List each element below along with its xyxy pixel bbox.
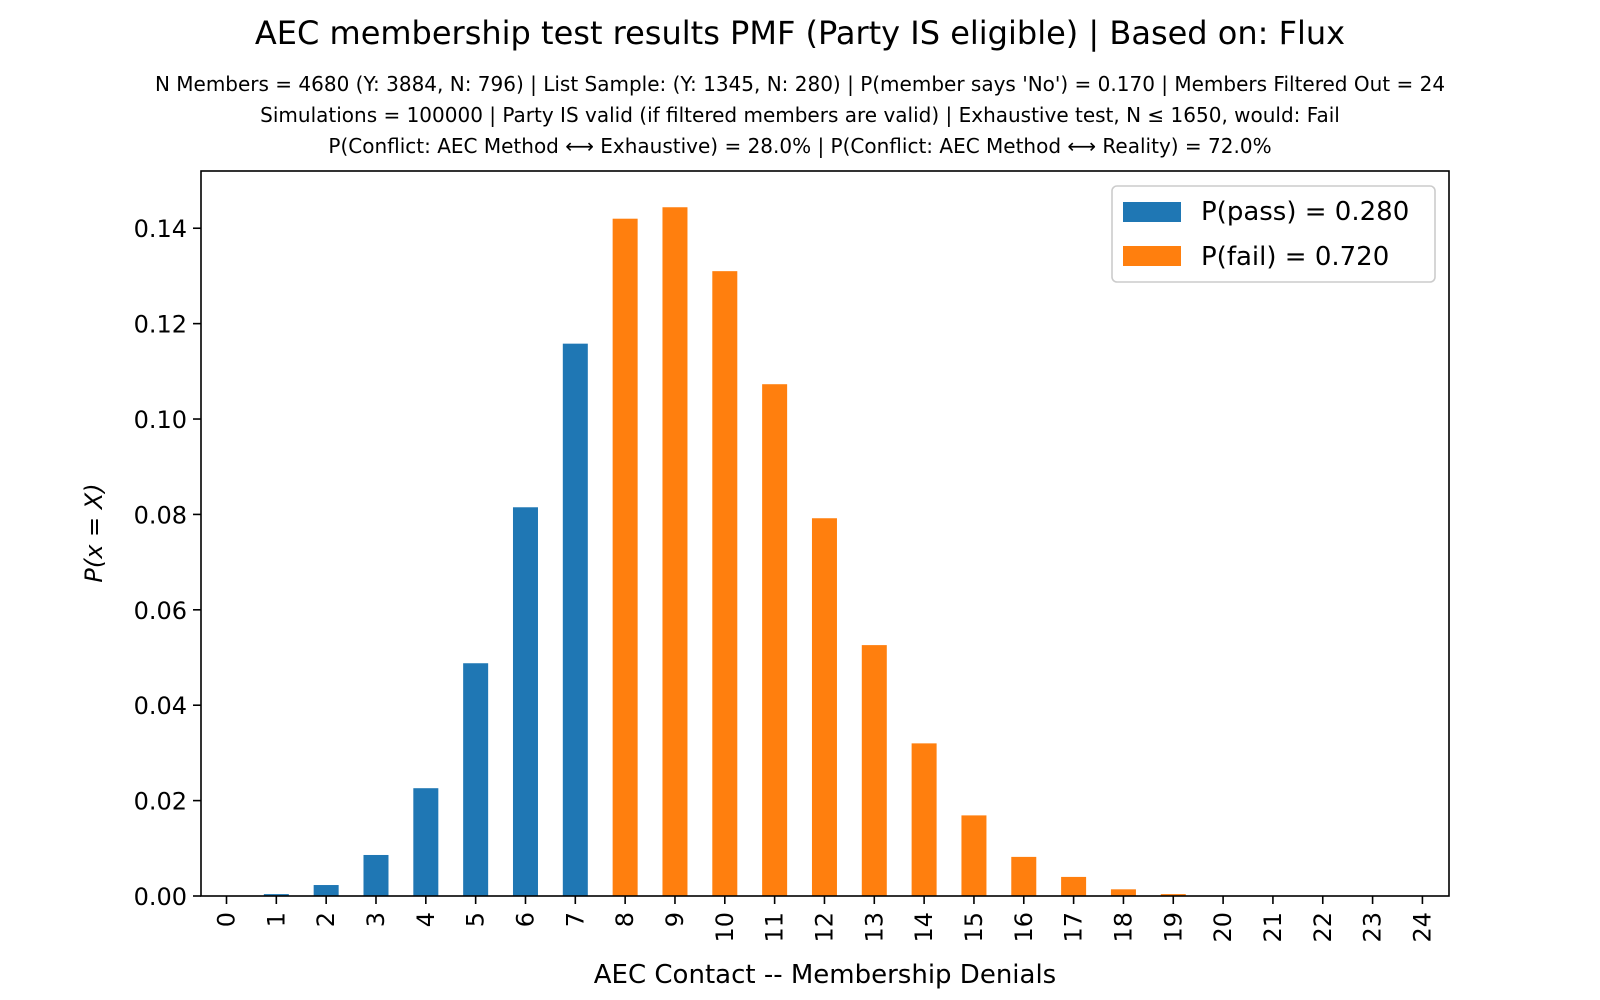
x-tick-label: 12 bbox=[810, 912, 838, 943]
y-tick-label: 0.02 bbox=[134, 788, 187, 816]
x-tick-label: 13 bbox=[860, 912, 888, 943]
chart-title: AEC membership test results PMF (Party I… bbox=[254, 14, 1346, 52]
x-tick-label: 2 bbox=[312, 912, 340, 927]
x-tick-label: 9 bbox=[661, 912, 689, 927]
x-tick-label: 11 bbox=[761, 912, 789, 943]
bar-x-10 bbox=[712, 271, 738, 896]
bar-x-1 bbox=[263, 894, 289, 896]
chart-subtitle-line-1: N Members = 4680 (Y: 3884, N: 796) | Lis… bbox=[154, 72, 1446, 96]
bar-x-8 bbox=[612, 218, 638, 896]
y-axis: 0.00 0.02 0.04 0.06 0.08 0.10 0.12 0.14 bbox=[134, 215, 201, 911]
bar-x-14 bbox=[911, 743, 937, 896]
bar-x-4 bbox=[413, 788, 439, 896]
x-tick-label: 7 bbox=[561, 912, 589, 927]
bar-x-9 bbox=[662, 207, 688, 896]
bar-x-15 bbox=[961, 815, 987, 896]
x-tick-label: 17 bbox=[1060, 912, 1088, 943]
x-tick-label: 19 bbox=[1159, 912, 1187, 943]
bar-x-16 bbox=[1011, 856, 1037, 896]
y-tick-label: 0.14 bbox=[134, 215, 187, 243]
x-tick-label: 15 bbox=[960, 912, 988, 943]
x-tick-label: 8 bbox=[611, 912, 639, 927]
bar-x-19 bbox=[1160, 894, 1186, 896]
x-tick-label: 23 bbox=[1359, 912, 1387, 943]
x-tick-label: 16 bbox=[1010, 912, 1038, 943]
bar-x-11 bbox=[762, 384, 788, 896]
legend-frame bbox=[1111, 185, 1436, 283]
x-tick-label: 24 bbox=[1408, 912, 1436, 943]
x-tick-label: 4 bbox=[412, 912, 440, 927]
bar-x-17 bbox=[1061, 876, 1087, 896]
y-tick-label: 0.00 bbox=[134, 883, 187, 911]
x-tick-label: 22 bbox=[1309, 912, 1337, 943]
x-tick-label: 6 bbox=[511, 912, 539, 927]
legend-swatch-pass bbox=[1123, 202, 1181, 222]
legend-label-pass: P(pass) = 0.280 bbox=[1201, 197, 1409, 227]
bar-x-5 bbox=[463, 663, 489, 896]
x-tick-label: 18 bbox=[1109, 912, 1137, 943]
bar-x-3 bbox=[363, 854, 389, 896]
x-tick-label: 21 bbox=[1259, 912, 1287, 943]
bar-x-12 bbox=[811, 518, 837, 896]
legend-swatch-fail bbox=[1123, 246, 1181, 266]
y-tick-label: 0.10 bbox=[134, 406, 187, 434]
bar-x-18 bbox=[1110, 889, 1136, 896]
y-tick-label: 0.12 bbox=[134, 311, 187, 339]
bar-x-13 bbox=[861, 645, 887, 896]
chart-subtitle-line-2: Simulations = 100000 | Party IS valid (i… bbox=[260, 103, 1340, 127]
bar-x-6 bbox=[512, 507, 538, 896]
x-tick-label: 1 bbox=[262, 912, 290, 927]
bars-group bbox=[214, 207, 1336, 896]
x-tick-label: 0 bbox=[213, 912, 241, 927]
x-tick-label: 3 bbox=[362, 912, 390, 927]
x-tick-label: 20 bbox=[1209, 912, 1237, 943]
chart-subtitle-line-3: P(Conflict: AEC Method ⟷ Exhaustive) = 2… bbox=[328, 134, 1272, 158]
x-tick-label: 10 bbox=[711, 912, 739, 943]
legend: P(pass) = 0.280 P(fail) = 0.720 bbox=[1111, 185, 1436, 283]
x-axis-label: AEC Contact -- Membership Denials bbox=[594, 960, 1056, 990]
x-tick-label: 14 bbox=[910, 912, 938, 943]
x-axis: 0 1 2 3 4 5 6 7 8 9 10 11 12 13 14 15 16 17 18 19 20 21 22 23 24 bbox=[213, 896, 1436, 943]
bar-x-2 bbox=[313, 885, 339, 896]
x-tick-label: 5 bbox=[462, 912, 490, 927]
y-tick-label: 0.08 bbox=[134, 501, 187, 529]
bar-x-7 bbox=[562, 343, 588, 896]
y-axis-label: P(x = X) bbox=[80, 483, 108, 582]
legend-label-fail: P(fail) = 0.720 bbox=[1201, 242, 1389, 272]
y-tick-label: 0.04 bbox=[134, 692, 187, 720]
y-tick-label: 0.06 bbox=[134, 597, 187, 625]
